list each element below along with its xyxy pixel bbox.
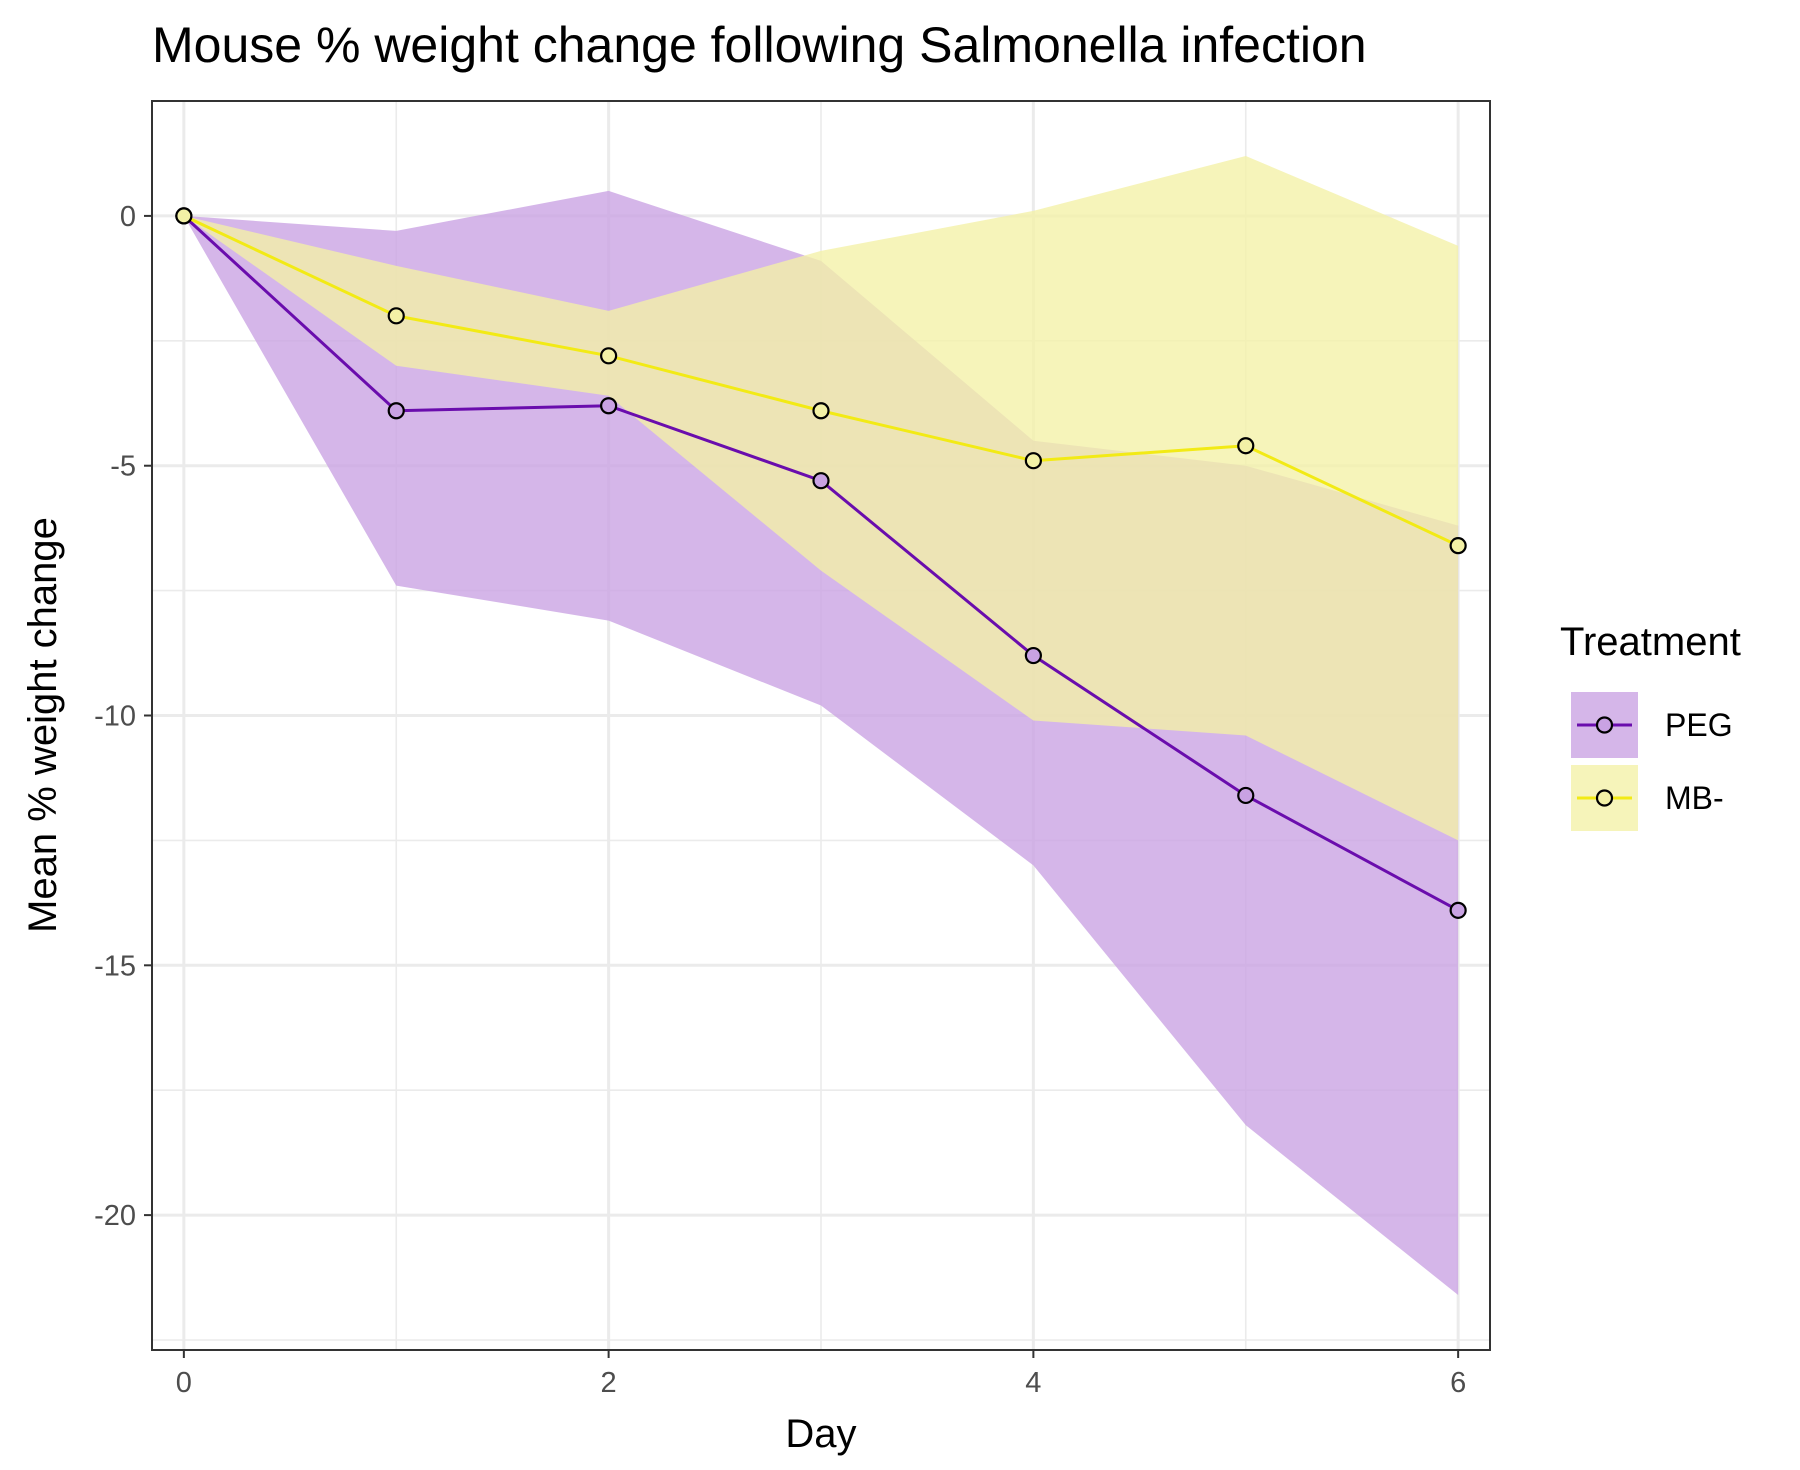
y-axis-title: Mean % weight change (21, 517, 65, 933)
data-point-mb (1024, 452, 1042, 470)
data-point-peg (1024, 646, 1042, 665)
legend-title: Treatment (1560, 620, 1741, 664)
y-tick-label: -20 (94, 1200, 136, 1232)
y-tick-label: -15 (94, 950, 136, 982)
y-tick-label: 0 (120, 201, 136, 233)
data-point-peg (1449, 901, 1467, 919)
x-tick-label: 6 (1450, 1367, 1466, 1399)
data-point-peg (812, 472, 830, 490)
data-point-peg (600, 397, 618, 415)
y-tick-label: -5 (110, 451, 136, 483)
x-tick-label: 2 (601, 1367, 617, 1399)
legend-label-peg: PEG (1665, 707, 1733, 743)
point-layer (175, 207, 1467, 919)
x-tick-label: 4 (1025, 1367, 1041, 1399)
legend: Treatment PEG MB- (1560, 620, 1741, 831)
x-axis-title: Day (785, 1412, 856, 1456)
data-point-mb (1449, 537, 1467, 555)
x-tick-label: 0 (176, 1367, 192, 1399)
data-point-mb (812, 402, 830, 420)
data-point-peg (387, 402, 405, 420)
legend-items: PEG MB- (1571, 692, 1733, 831)
y-tick-label: -10 (94, 701, 136, 733)
legend-key-point-peg (1595, 716, 1614, 734)
legend-label-mb: MB- (1665, 780, 1724, 816)
data-point-mb (600, 347, 618, 365)
ribbon-layer (183, 155, 1459, 1296)
ribbon-mb (183, 155, 1459, 841)
plot-area (151, 100, 1491, 1351)
data-point-mb (387, 307, 405, 325)
data-point-peg (1237, 786, 1255, 805)
x-axis: 0 2 4 6 (176, 1350, 1466, 1399)
panel-border (151, 100, 1491, 1351)
chart-title: Mouse % weight change following Salmonel… (152, 17, 1367, 73)
data-point-mb (175, 207, 193, 225)
data-point-mb (1237, 437, 1255, 455)
y-axis: 0 -5 -10 -15 -20 (94, 201, 152, 1232)
legend-key-point-mb (1595, 789, 1614, 807)
